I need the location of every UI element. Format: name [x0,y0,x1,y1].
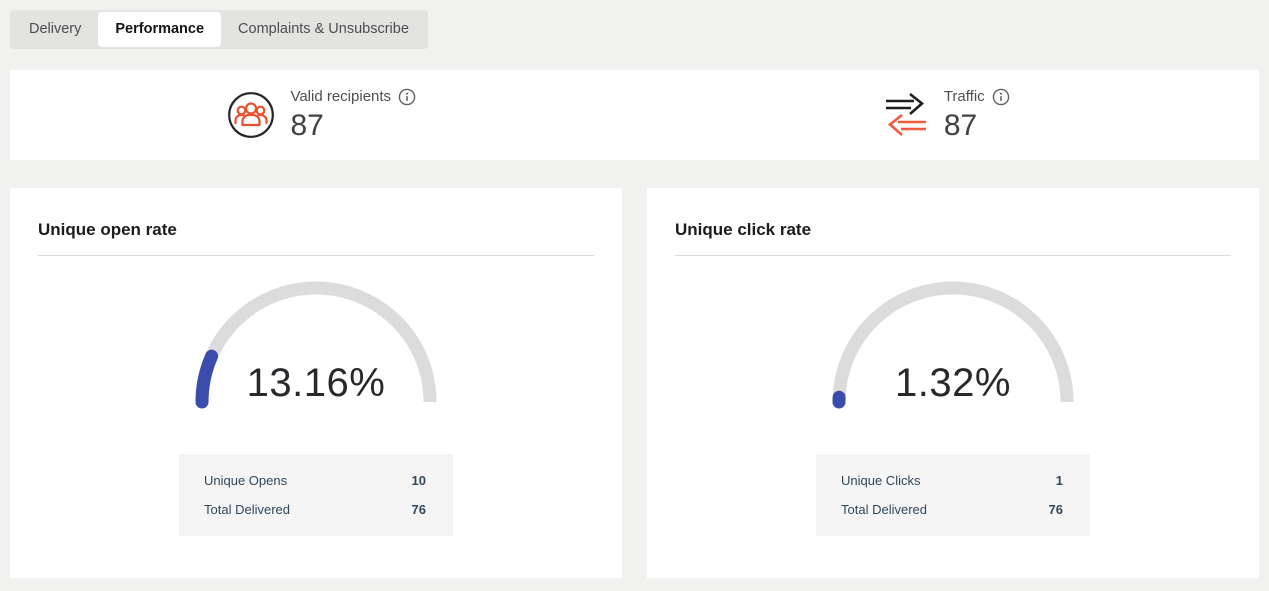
tab-delivery[interactable]: Delivery [12,12,98,47]
info-icon[interactable] [398,88,416,106]
open-rate-gauge: 13.16% [188,272,444,412]
row-label: Total Delivered [204,502,290,517]
click-rate-gauge: 1.32% [825,272,1081,412]
row-value: 76 [412,502,426,517]
row-value: 1 [1056,473,1063,488]
valid-recipients-label: Valid recipients [290,88,391,105]
row-label: Unique Clicks [841,473,920,488]
valid-recipients-value: 87 [290,109,416,143]
gauge-value: 13.16% [188,361,444,406]
tab-performance[interactable]: Performance [98,12,221,47]
table-row: Total Delivered 76 [179,495,453,524]
row-label: Unique Opens [204,473,287,488]
card-title: Unique open rate [38,188,594,241]
card-divider [675,255,1231,256]
table-row: Unique Opens 10 [179,466,453,495]
traffic-label: Traffic [944,88,985,105]
recipients-group-icon [228,92,274,138]
traffic-arrows-icon [884,92,928,138]
card-divider [38,255,594,256]
stat-valid-recipients: Valid recipients 87 [10,70,635,160]
stat-traffic: Traffic 87 [635,70,1260,160]
row-value: 76 [1049,502,1063,517]
tab-bar: Delivery Performance Complaints & Unsubs… [10,10,428,49]
open-rate-metrics-table: Unique Opens 10 Total Delivered 76 [179,454,453,536]
performance-dashboard: Delivery Performance Complaints & Unsubs… [0,0,1269,588]
summary-stats-bar: Valid recipients 87 [10,70,1259,160]
gauge-value: 1.32% [825,361,1081,406]
card-title: Unique click rate [675,188,1231,241]
unique-click-rate-card: Unique click rate 1.32% Unique Clicks 1 … [647,188,1259,578]
tab-complaints-unsubscribe[interactable]: Complaints & Unsubscribe [221,12,426,47]
traffic-value: 87 [944,109,1010,143]
table-row: Unique Clicks 1 [816,466,1090,495]
metric-cards: Unique open rate 13.16% Unique Opens 10 … [10,188,1259,578]
table-row: Total Delivered 76 [816,495,1090,524]
click-rate-metrics-table: Unique Clicks 1 Total Delivered 76 [816,454,1090,536]
row-label: Total Delivered [841,502,927,517]
row-value: 10 [412,473,426,488]
info-icon[interactable] [992,88,1010,106]
unique-open-rate-card: Unique open rate 13.16% Unique Opens 10 … [10,188,622,578]
